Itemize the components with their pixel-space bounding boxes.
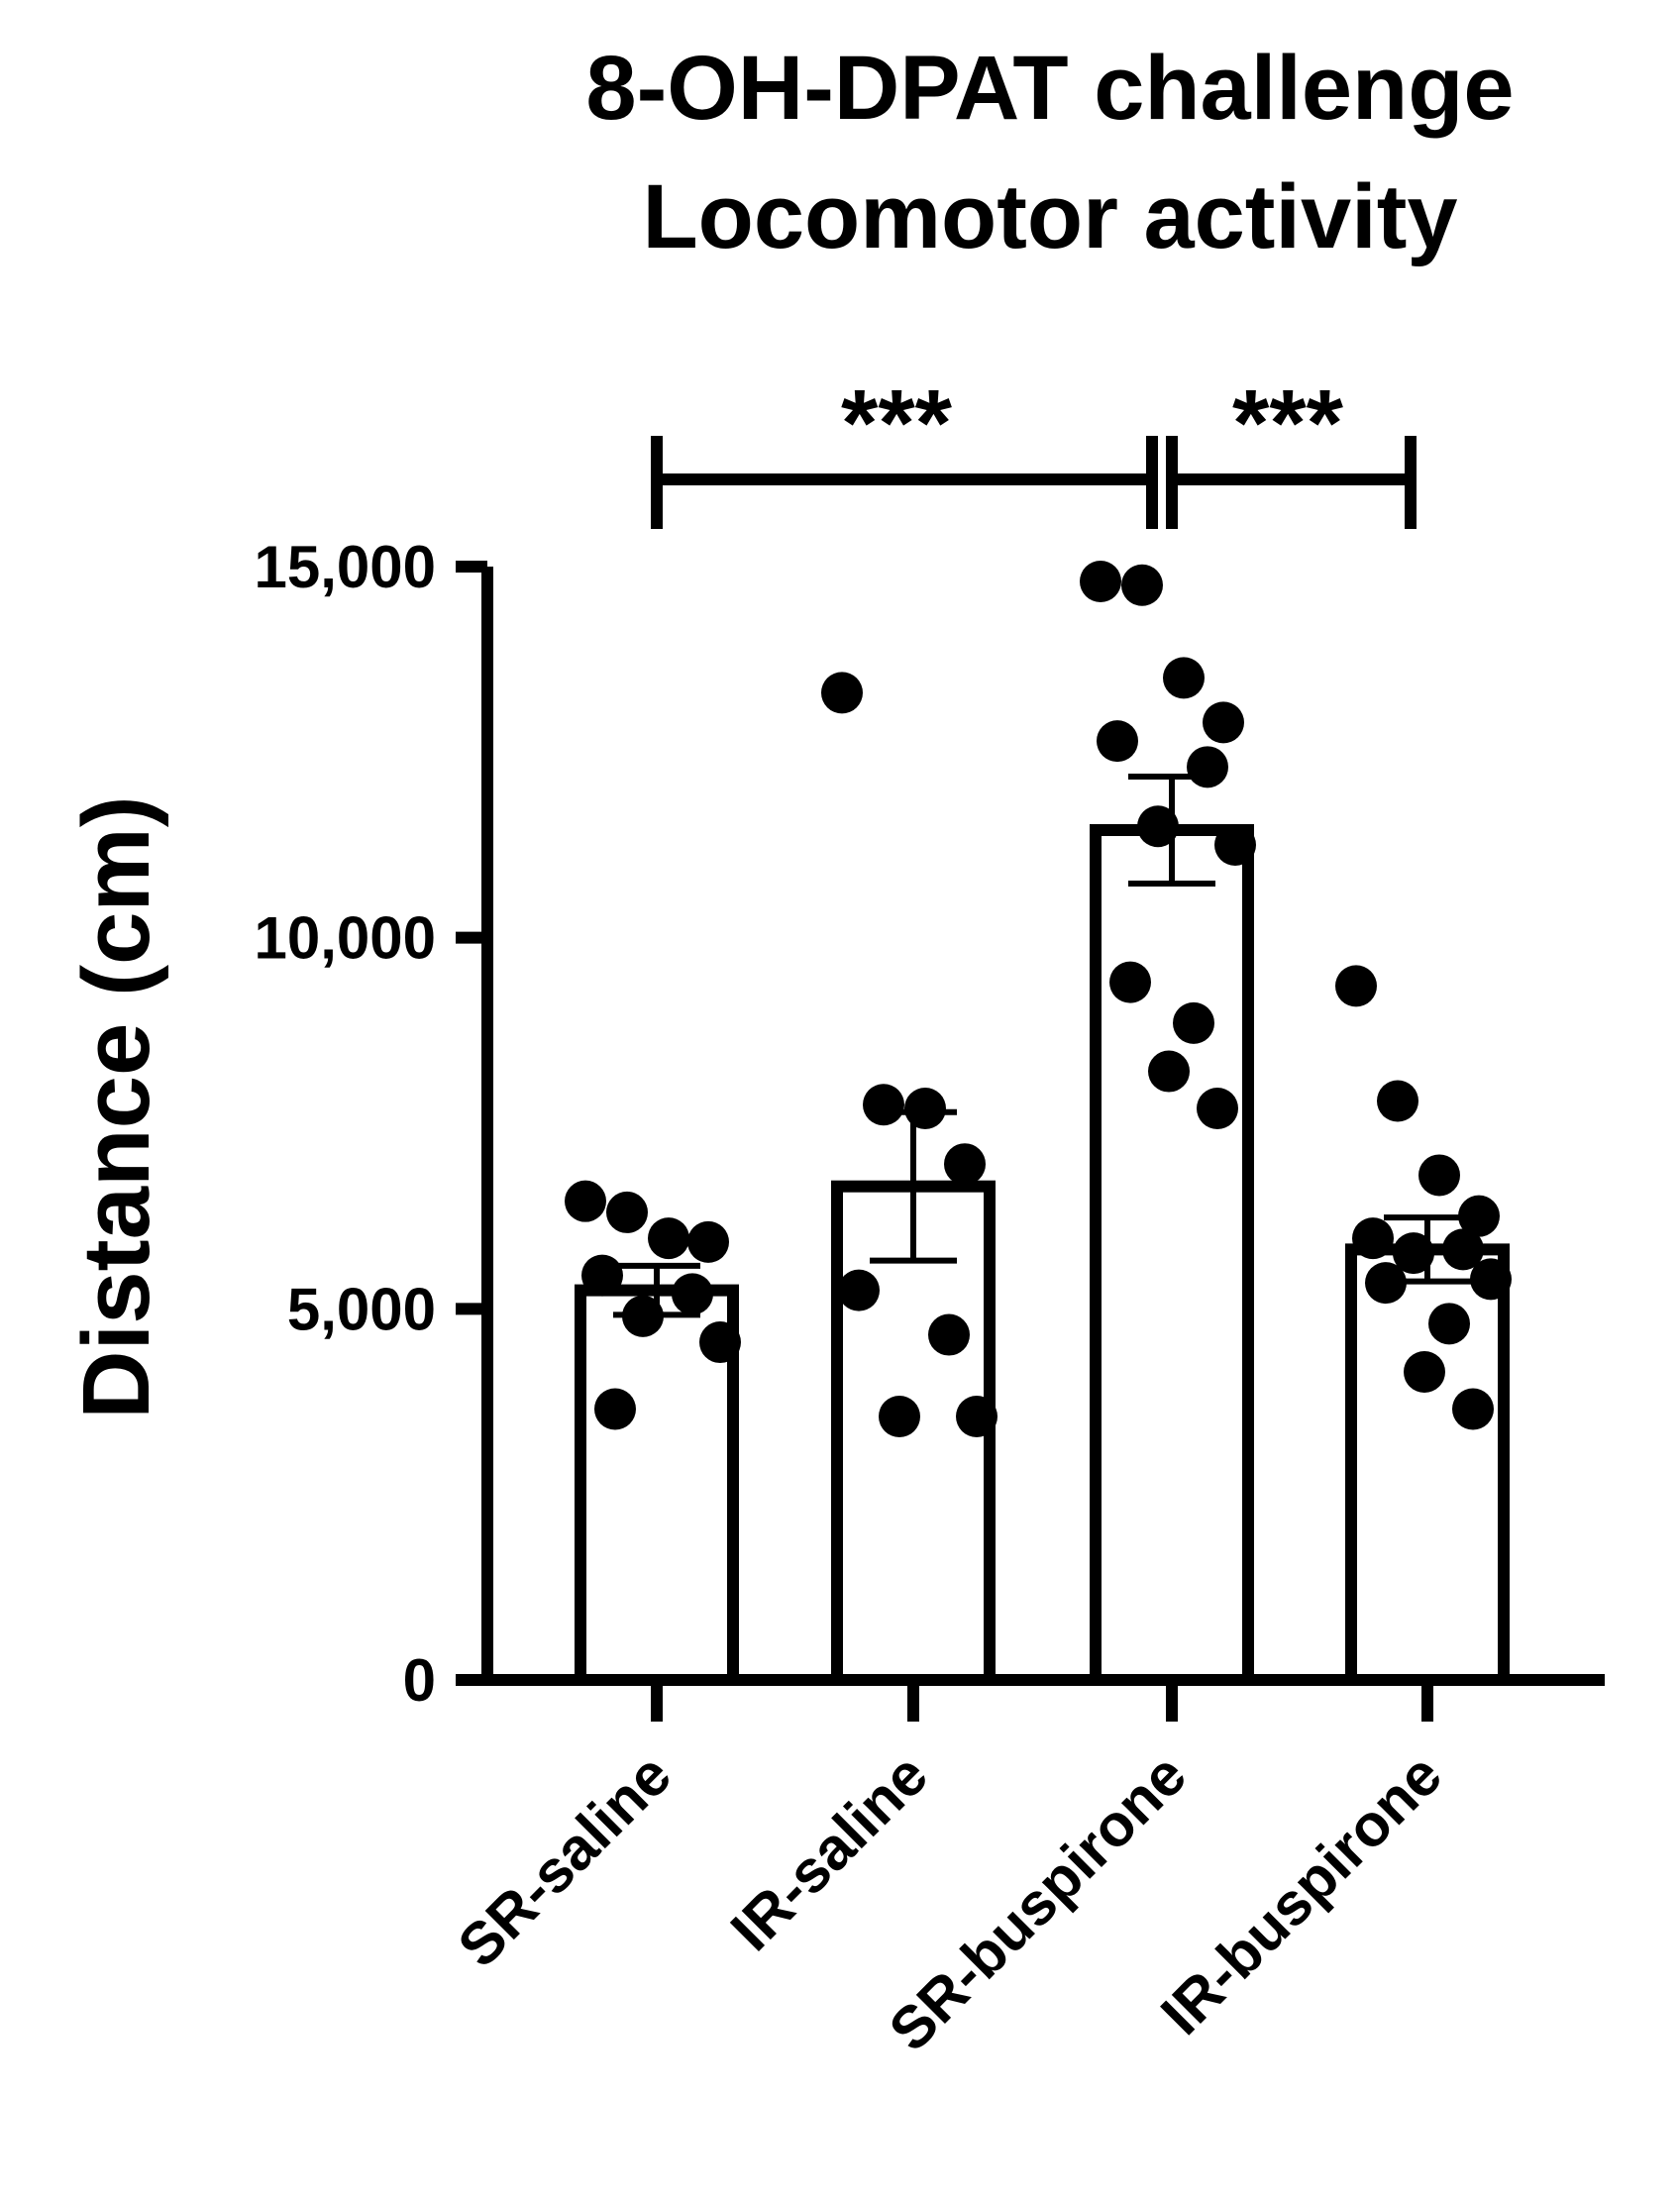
significance-label: *** bbox=[841, 370, 953, 476]
data-point bbox=[565, 1180, 606, 1222]
data-point bbox=[1173, 1001, 1214, 1044]
data-point bbox=[699, 1321, 741, 1364]
data-point bbox=[1377, 1080, 1418, 1122]
data-point bbox=[1187, 746, 1228, 788]
data-point bbox=[687, 1220, 729, 1263]
data-point bbox=[1163, 657, 1205, 699]
data-point bbox=[1137, 805, 1179, 848]
data-point bbox=[863, 1084, 904, 1126]
data-point bbox=[1080, 560, 1121, 602]
data-point bbox=[1109, 961, 1151, 1003]
data-point bbox=[1335, 965, 1377, 1007]
bar-sr-buspirone bbox=[1090, 824, 1254, 1686]
data-point bbox=[1203, 701, 1244, 744]
data-point bbox=[928, 1313, 970, 1356]
data-point bbox=[944, 1143, 986, 1186]
data-point bbox=[1458, 1195, 1500, 1237]
data-point bbox=[594, 1388, 636, 1430]
y-tick-label: 10,000 bbox=[254, 905, 436, 972]
data-point bbox=[1418, 1154, 1460, 1197]
data-point bbox=[956, 1395, 998, 1437]
data-point bbox=[1404, 1351, 1445, 1394]
y-tick-label: 5,000 bbox=[287, 1276, 436, 1342]
data-point bbox=[1470, 1258, 1512, 1301]
data-point bbox=[1452, 1388, 1494, 1430]
bar-ir-buspirone bbox=[1345, 1243, 1510, 1687]
chart-subtitle: Locomotor activity bbox=[642, 166, 1457, 267]
chart-title: 8-OH-DPAT challenge bbox=[585, 38, 1514, 139]
data-point bbox=[1197, 1088, 1238, 1130]
y-tick-label: 0 bbox=[403, 1647, 436, 1714]
data-point bbox=[1214, 824, 1256, 866]
y-tick-label: 15,000 bbox=[254, 534, 436, 600]
y-axis-label: Distance (cm) bbox=[63, 795, 169, 1419]
data-point bbox=[1148, 1050, 1190, 1093]
data-point bbox=[581, 1254, 623, 1297]
significance-label: *** bbox=[1232, 370, 1344, 476]
data-point bbox=[1428, 1303, 1470, 1345]
data-point bbox=[648, 1217, 689, 1260]
data-point bbox=[879, 1395, 920, 1437]
data-point bbox=[672, 1273, 713, 1315]
data-point bbox=[1393, 1232, 1434, 1275]
data-point bbox=[1121, 564, 1163, 606]
data-point bbox=[1097, 720, 1138, 763]
x-tick-label: SR-saline bbox=[445, 1741, 683, 1980]
x-tick-label: IR-saline bbox=[718, 1741, 940, 1963]
data-point bbox=[1352, 1217, 1394, 1260]
data-point bbox=[821, 672, 863, 714]
data-point bbox=[1442, 1228, 1484, 1271]
data-point bbox=[838, 1269, 880, 1311]
data-point bbox=[606, 1191, 648, 1233]
